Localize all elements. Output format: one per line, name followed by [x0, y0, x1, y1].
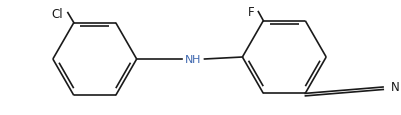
Text: N: N [390, 81, 399, 94]
Text: N: N [184, 55, 192, 64]
Text: H: H [191, 55, 199, 64]
Text: F: F [247, 6, 253, 19]
Text: Cl: Cl [52, 8, 63, 21]
